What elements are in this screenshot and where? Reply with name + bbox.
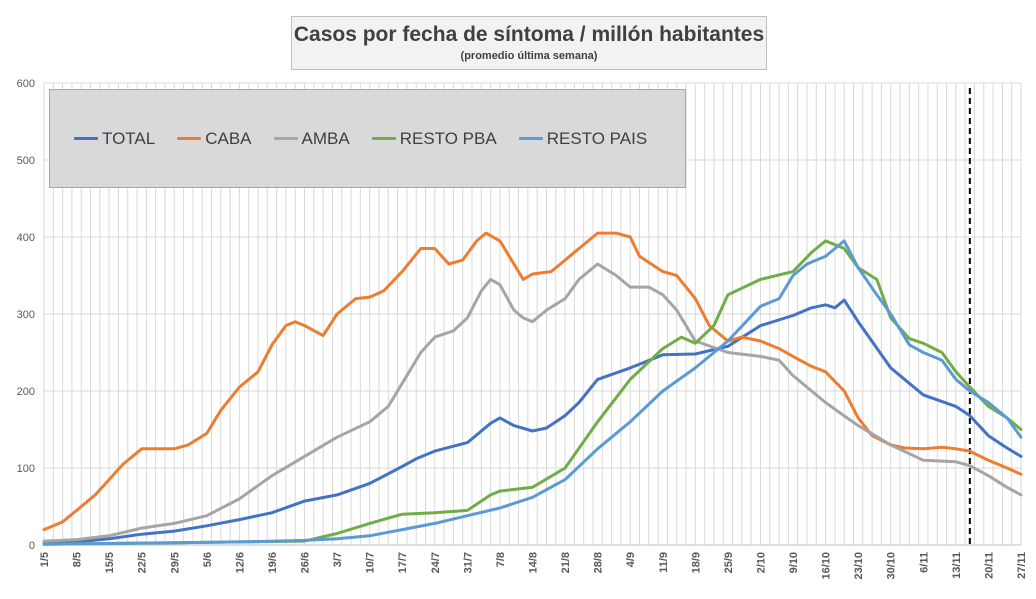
x-tick-label: 3/7 — [332, 552, 344, 567]
legend-label-amba: AMBA — [301, 128, 350, 148]
y-tick-label: 300 — [17, 309, 35, 321]
y-tick-label: 500 — [17, 155, 35, 167]
legend-swatch-resto-pba — [371, 137, 396, 140]
x-tick-label: 1/5 — [39, 552, 51, 567]
legend-swatch-resto-pais — [518, 137, 543, 140]
x-tick-label: 4/9 — [625, 552, 637, 567]
x-tick-label: 13/11 — [951, 552, 963, 579]
series-line-total — [42, 298, 1023, 545]
x-tick-label: 24/7 — [430, 552, 442, 573]
y-tick-label: 400 — [17, 232, 35, 244]
x-tick-label: 2/10 — [755, 552, 767, 573]
x-tick-label: 25/9 — [723, 552, 735, 573]
x-tick-label: 11/9 — [658, 552, 670, 573]
chart-title: Casos por fecha de síntoma / millón habi… — [293, 23, 765, 46]
x-tick-label: 8/5 — [72, 552, 84, 567]
legend-item-resto-pais: RESTO PAIS — [518, 128, 648, 149]
y-tick-label: 100 — [17, 463, 35, 475]
x-tick-label: 15/5 — [104, 552, 116, 573]
x-tick-label: 26/6 — [300, 552, 312, 573]
x-tick-label: 22/5 — [137, 552, 149, 573]
x-tick-label: 23/10 — [853, 552, 865, 580]
x-tick-label: 18/9 — [690, 552, 702, 573]
x-tick-label: 12/6 — [234, 552, 246, 573]
series-line-amba — [42, 262, 1023, 543]
x-tick-label: 31/7 — [462, 552, 474, 573]
x-tick-label: 19/6 — [267, 552, 279, 573]
legend-item-resto-pba: RESTO PBA — [371, 128, 497, 149]
x-tick-label: 9/10 — [788, 552, 800, 573]
legend-item-total: TOTAL — [74, 129, 155, 149]
legend-swatch-total — [74, 137, 98, 140]
x-tick-label: 16/10 — [821, 552, 833, 580]
legend-label-resto-pais: RESTO PAIS — [546, 128, 648, 148]
x-tick-label: 21/8 — [560, 552, 572, 573]
legend-item-amba: AMBA — [273, 128, 350, 149]
legend-swatch-amba — [273, 137, 298, 140]
x-tick-label: 14/8 — [528, 552, 540, 573]
chart-legend: TOTAL CABA AMBA RESTO PBA RESTO PAIS — [49, 89, 686, 188]
chart-subtitle: (promedio última semana) — [460, 50, 598, 62]
chart-title-box: Casos por fecha de síntoma / millón habi… — [291, 16, 767, 70]
y-tick-label: 600 — [17, 78, 35, 90]
legend-label-total: TOTAL — [102, 128, 156, 148]
series-line-caba — [42, 231, 1023, 532]
x-tick-label: 30/10 — [886, 552, 898, 580]
y-tick-label: 200 — [17, 386, 35, 398]
x-tick-label: 10/7 — [365, 552, 377, 573]
series-line-resto-pais — [42, 239, 1023, 546]
x-tick-label: 27/11 — [1016, 552, 1028, 579]
y-tick-label: 0 — [29, 540, 35, 552]
x-tick-label: 28/8 — [593, 552, 605, 573]
legend-swatch-caba — [177, 137, 202, 140]
series-line-resto-pba — [42, 239, 1023, 546]
x-tick-label: 17/7 — [397, 552, 409, 573]
legend-label-resto-pba: RESTO PBA — [399, 128, 497, 148]
x-tick-label: 7/8 — [495, 552, 507, 567]
legend-item-caba: CABA — [177, 128, 252, 149]
x-tick-label: 29/5 — [169, 552, 181, 573]
x-tick-label: 5/6 — [202, 552, 214, 567]
x-tick-label: 20/11 — [983, 552, 995, 579]
legend-label-caba: CABA — [205, 128, 252, 148]
x-tick-label: 6/11 — [918, 552, 930, 573]
